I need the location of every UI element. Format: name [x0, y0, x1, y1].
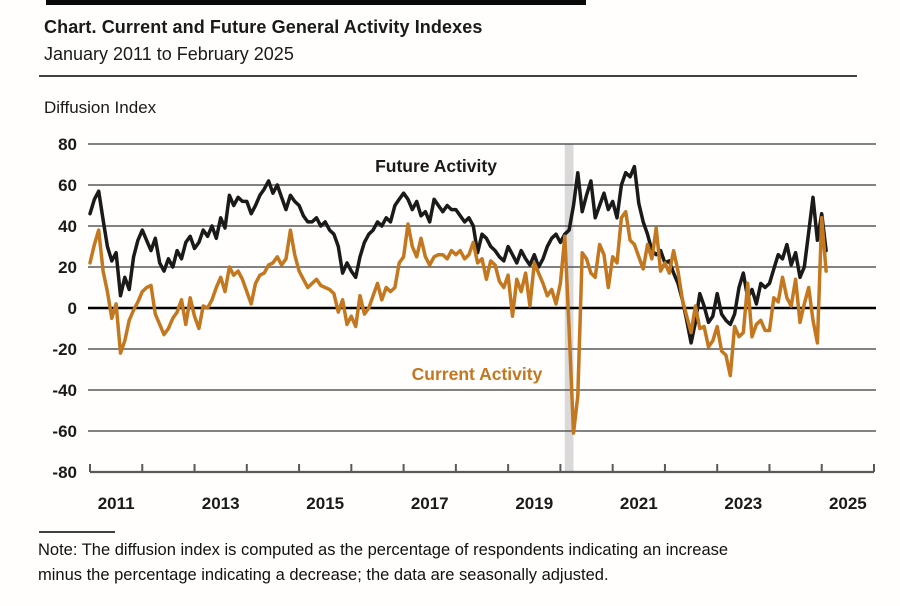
series-line-future-activity — [88, 164, 828, 345]
y-tick-label-80: 80 — [58, 135, 77, 154]
y-tick-label-0: 0 — [68, 299, 77, 318]
current-activity-label: Current Activity — [412, 364, 543, 384]
y-tick-label-20: 20 — [58, 258, 77, 277]
y-tick-label--20: -20 — [52, 340, 77, 359]
note-text-line2: minus the percentage indicating a decrea… — [38, 566, 609, 584]
y-axis-title: Diffusion Index — [44, 98, 157, 117]
future-activity-label: Future Activity — [375, 156, 497, 176]
x-tick-label-2021: 2021 — [620, 494, 658, 513]
x-tick-label-2019: 2019 — [515, 494, 553, 513]
x-tick-label-2013: 2013 — [202, 494, 240, 513]
x-tick-label-2011: 2011 — [98, 494, 135, 513]
y-tick-label--80: -80 — [52, 463, 77, 482]
x-tick-label-2017: 2017 — [411, 494, 449, 513]
note-divider — [39, 531, 115, 533]
x-tick-label-2023: 2023 — [724, 494, 762, 513]
series-line-current-activity — [88, 209, 828, 435]
chart-title: Chart. Current and Future General Activi… — [44, 17, 483, 37]
y-tick-label--60: -60 — [52, 422, 77, 441]
y-tick-label--40: -40 — [52, 381, 77, 400]
chart-subtitle: January 2011 to February 2025 — [44, 44, 294, 64]
y-tick-label-40: 40 — [58, 217, 77, 236]
x-tick-label-2015: 2015 — [306, 494, 344, 513]
top-crop-bar — [46, 0, 586, 5]
y-tick-label-60: 60 — [58, 176, 77, 195]
x-tick-label-2025: 2025 — [829, 494, 867, 513]
note-text-line1: Note: The diffusion index is computed as… — [38, 541, 729, 559]
header-divider — [39, 75, 857, 77]
